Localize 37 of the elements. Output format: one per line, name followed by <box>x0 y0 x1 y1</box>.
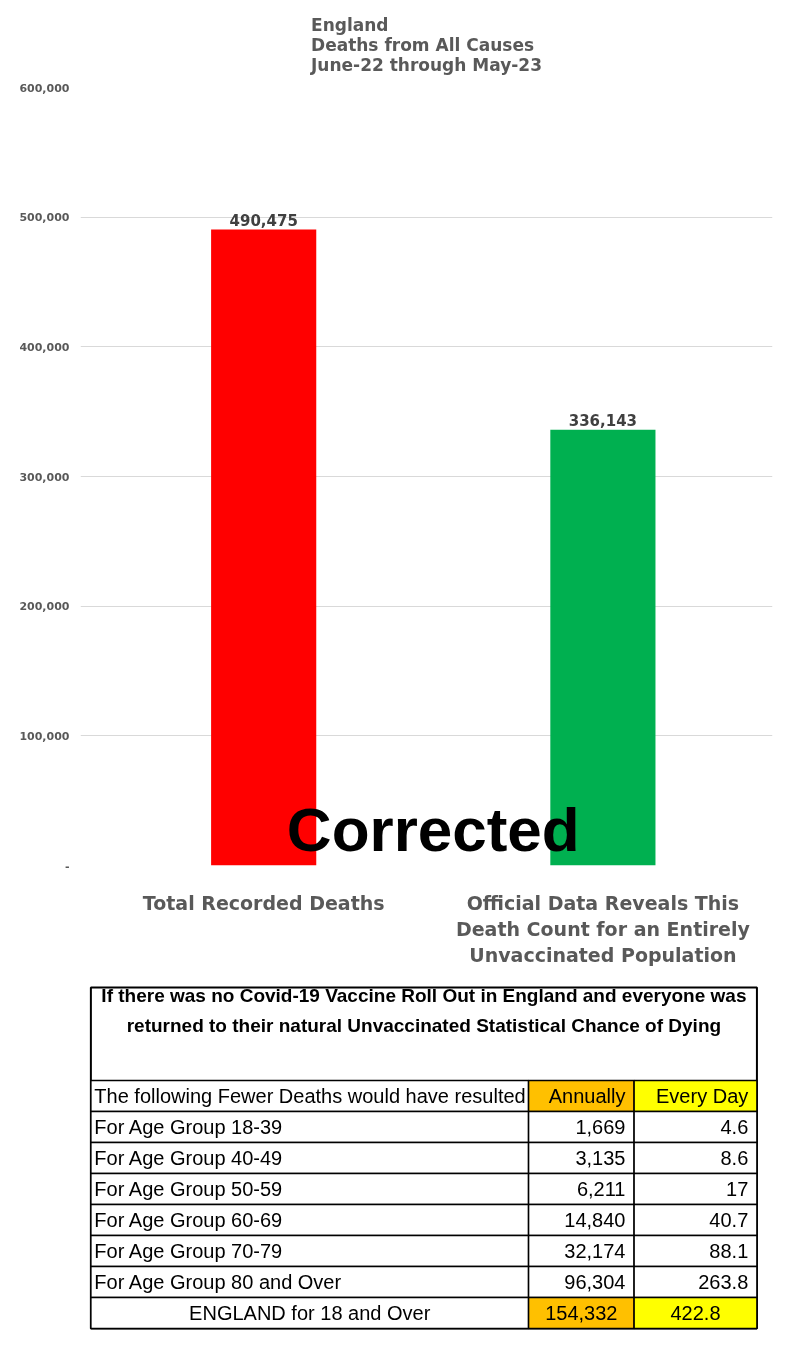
category-label: ENGLAND for 18 and Over <box>189 1302 431 1324</box>
chart-title: England Deaths from All Causes June-22 through May-23 <box>310 15 542 75</box>
category-label: For Age Group 70-79 <box>94 1240 283 1262</box>
text: 263.8 <box>698 1271 749 1293</box>
x-tick-label: Official Data Reveals This Death Count for an Entirely Unvaccinated Population <box>455 891 751 967</box>
text: 96,304 <box>564 1271 626 1293</box>
category-label: Annually <box>548 1085 626 1107</box>
y-tick-label: 100,000 <box>19 729 70 743</box>
y-tick-label: - <box>64 859 70 873</box>
category-label: Every Day <box>656 1085 749 1107</box>
y-tick-label: 200,000 <box>19 600 70 614</box>
text: 422.8 <box>670 1302 721 1324</box>
data-label: 336,143 <box>568 411 638 430</box>
text: 3,135 <box>575 1147 626 1169</box>
text: 4.6 <box>720 1116 749 1138</box>
text: 14,840 <box>564 1209 626 1231</box>
text: 154,332 <box>545 1302 618 1324</box>
text: 32,174 <box>564 1240 626 1262</box>
category-label: For Age Group 50-59 <box>94 1178 283 1200</box>
category-label: The following Fewer Deaths would have resulted <box>94 1085 526 1107</box>
text: 17 <box>726 1178 749 1200</box>
text: If there was no Covid-19 Vaccine Roll Out in England and everyone was returned to their natural Unvaccinated Statistical Chance of Dying <box>101 984 747 1037</box>
data-label: 490,475 <box>229 211 298 230</box>
text: 1,669 <box>575 1116 626 1138</box>
category-label: For Age Group 60-69 <box>94 1209 283 1231</box>
category-label: For Age Group 80 and Over <box>94 1271 342 1293</box>
text: 88.1 <box>709 1240 749 1262</box>
x-tick-label: Total Recorded Deaths <box>142 891 385 914</box>
y-tick-label: 400,000 <box>19 340 70 354</box>
y-tick-label: 300,000 <box>19 470 70 484</box>
category-label: For Age Group 40-49 <box>94 1147 283 1169</box>
y-tick-label: 500,000 <box>19 211 70 225</box>
category-label: For Age Group 18-39 <box>94 1116 283 1138</box>
text: 6,211 <box>576 1178 626 1200</box>
y-tick-label: 600,000 <box>19 81 70 95</box>
text: 40.7 <box>709 1209 749 1231</box>
text: 8.6 <box>720 1147 749 1169</box>
